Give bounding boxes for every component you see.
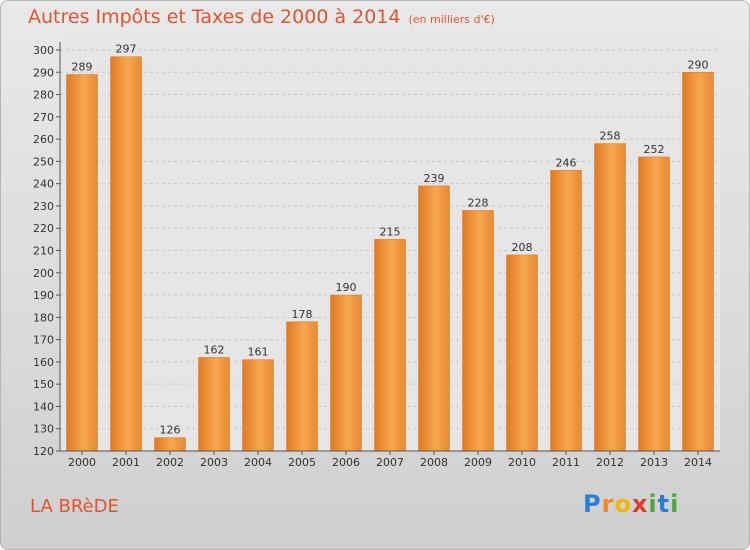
bar [682, 72, 714, 452]
bar-value-label: 228 [468, 196, 489, 209]
x-tick-label: 2009 [464, 456, 492, 469]
bar [198, 357, 230, 452]
logo-letter: o [614, 490, 632, 518]
bar [462, 210, 494, 452]
bar-value-label: 252 [644, 143, 665, 156]
y-tick-label: 240 [33, 178, 54, 191]
y-tick-label: 180 [33, 311, 54, 324]
bar-value-label: 161 [248, 346, 269, 359]
proxiti-logo: Proxiti [583, 490, 679, 518]
logo-letter: i [648, 490, 658, 518]
y-tick-label: 290 [33, 66, 54, 79]
chart-subtitle: (en milliers d'€) [408, 13, 495, 26]
y-tick-label: 250 [33, 155, 54, 168]
bar-value-label: 215 [380, 225, 401, 238]
x-tick-label: 2005 [288, 456, 316, 469]
x-tick-label: 2013 [640, 456, 668, 469]
x-tick-label: 2008 [420, 456, 448, 469]
y-tick-label: 130 [33, 423, 54, 436]
bar [286, 321, 318, 452]
x-tick-label: 2011 [552, 456, 580, 469]
y-tick-label: 200 [33, 267, 54, 280]
x-tick-label: 2003 [200, 456, 228, 469]
y-tick-label: 140 [33, 400, 54, 413]
bar [506, 254, 538, 452]
x-tick-label: 2002 [156, 456, 184, 469]
bar [330, 294, 362, 452]
commune-name: LA BRèDE [30, 496, 119, 517]
bar-value-label: 297 [116, 43, 137, 56]
bar [418, 185, 450, 452]
bar [66, 74, 98, 452]
y-tick-label: 260 [33, 133, 54, 146]
chart-title: Autres Impôts et Taxes de 2000 à 2014 [28, 6, 401, 28]
bar-value-label: 258 [600, 130, 621, 143]
y-axis: 120 130 140 150 160 170 180 190 200 210 220 230 240 2… [33, 42, 61, 458]
bar-value-label: 126 [160, 424, 181, 437]
bar-value-label: 208 [512, 241, 533, 254]
y-tick-label: 300 [33, 44, 54, 57]
bar-value-label: 178 [292, 308, 313, 321]
bar-value-label: 162 [204, 343, 225, 356]
chart-header: Autres Impôts et Taxes de 2000 à 2014 (en… [28, 6, 495, 28]
logo-letter: P [583, 490, 602, 518]
x-tick-label: 2007 [376, 456, 404, 469]
y-tick-label: 120 [33, 445, 54, 458]
x-tick-label: 2004 [244, 456, 272, 469]
bar-value-label: 246 [556, 156, 577, 169]
bar [374, 239, 406, 452]
y-tick-label: 230 [33, 200, 54, 213]
y-tick-label: 190 [33, 289, 54, 302]
y-tick-label: 270 [33, 111, 54, 124]
logo-letter: i [670, 490, 680, 518]
y-tick-label: 280 [33, 89, 54, 102]
bar-value-label: 289 [72, 61, 93, 74]
logo-letter: x [631, 490, 649, 518]
logo-letter: t [657, 490, 671, 518]
bars-group: 289 297 126 162 161 178 190 215 239 228 208 246 258 2… [66, 43, 714, 452]
x-tick-label: 2014 [684, 456, 712, 469]
bar [550, 170, 582, 452]
x-tick-label: 2001 [112, 456, 140, 469]
bar-value-label: 190 [336, 281, 357, 294]
y-tick-label: 220 [33, 222, 54, 235]
bar [110, 56, 142, 452]
x-tick-label: 2012 [596, 456, 624, 469]
bar-value-label: 239 [424, 172, 445, 185]
x-tick-label: 2010 [508, 456, 536, 469]
y-tick-label: 150 [33, 378, 54, 391]
bar-value-label: 290 [688, 58, 709, 71]
bar [242, 359, 274, 452]
bar [154, 437, 186, 452]
y-tick-label: 210 [33, 245, 54, 258]
x-tick-label: 2000 [68, 456, 96, 469]
y-tick-label: 170 [33, 334, 54, 347]
y-tick-label: 160 [33, 356, 54, 369]
x-tick-label: 2006 [332, 456, 360, 469]
bar [594, 143, 626, 452]
logo-letter: r [601, 490, 615, 518]
x-axis: 2000 2001 2002 2003 2004 2005 2006 2007 2008 2009… [60, 450, 720, 469]
bar [638, 156, 670, 452]
